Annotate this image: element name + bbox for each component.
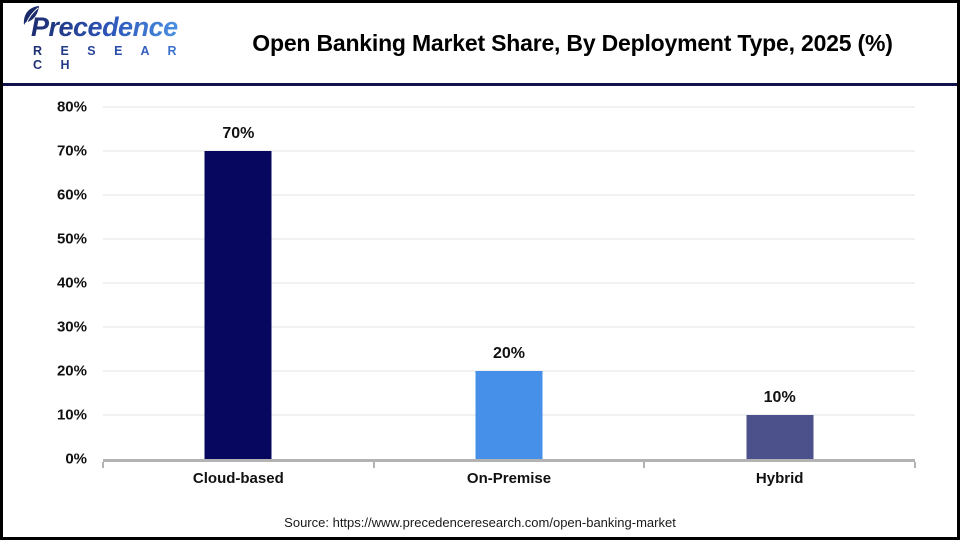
plot-area: 70% 20% 10% [102, 106, 916, 468]
bar-value-label-cloud-based: 70% [222, 125, 255, 142]
x-axis-labels: Cloud-based On-Premise Hybrid [103, 470, 915, 487]
source-citation: Source: https://www.precedenceresearch.c… [284, 515, 676, 530]
y-axis-tick-label: 50% [56, 230, 87, 248]
header: Precedence R E S E A R C H Open Banking … [3, 3, 957, 83]
x-axis-tick [372, 462, 375, 468]
bar-value-label-hybrid: 10% [763, 389, 796, 406]
y-axis-tick-label: 70% [56, 142, 87, 160]
x-axis-category-label-cloud-based: Cloud-based [192, 470, 284, 487]
leaf-icon [23, 6, 39, 25]
gridline [103, 150, 915, 152]
precedence-research-logo: Precedence R E S E A R C H [17, 6, 210, 72]
x-axis-tick [643, 462, 646, 468]
y-axis-tick-label: 40% [56, 274, 87, 292]
y-axis-tick-label: 0% [65, 450, 87, 468]
logo-wordmark: Precedence [23, 6, 210, 41]
bar-group-hybrid: 10% [644, 107, 915, 459]
x-axis-category-label-on-premise: On-Premise [466, 470, 552, 487]
gridline [103, 238, 915, 240]
bar-group-cloud-based: 70% [103, 107, 374, 459]
gridline [103, 106, 915, 108]
chart-region: 0% 10% 20% 30% 40% 50% 60% 70% 80% 70% 20% 10% Clo… [3, 86, 957, 537]
bar-group-on-premise: 20% [374, 107, 645, 459]
y-axis-tick-label: 80% [56, 98, 87, 116]
y-axis-labels: 0% 10% 20% 30% 40% 50% 60% 70% 80% [3, 99, 87, 468]
bar-value-label-on-premise: 20% [492, 345, 526, 362]
y-axis-tick-label: 60% [56, 186, 87, 204]
x-axis-category-label-hybrid: Hybrid [755, 470, 804, 487]
bar-cloud-based [204, 151, 272, 459]
page-title: Open Banking Market Share, By Deployment… [252, 29, 893, 56]
y-axis-tick-label: 30% [56, 318, 87, 336]
x-axis-tick [914, 462, 916, 468]
logo-subtitle: R E S E A R C H [25, 44, 210, 72]
gridline [103, 194, 915, 196]
bar-on-premise [475, 371, 543, 459]
y-axis-tick-label: 20% [56, 362, 87, 380]
logo-name: Precedence [25, 14, 178, 41]
gridline [103, 326, 915, 328]
header-divider [3, 83, 957, 86]
y-axis-tick-label: 10% [56, 406, 87, 424]
x-axis-tick [102, 462, 104, 468]
bar-hybrid [746, 415, 814, 459]
gridline [103, 282, 915, 284]
